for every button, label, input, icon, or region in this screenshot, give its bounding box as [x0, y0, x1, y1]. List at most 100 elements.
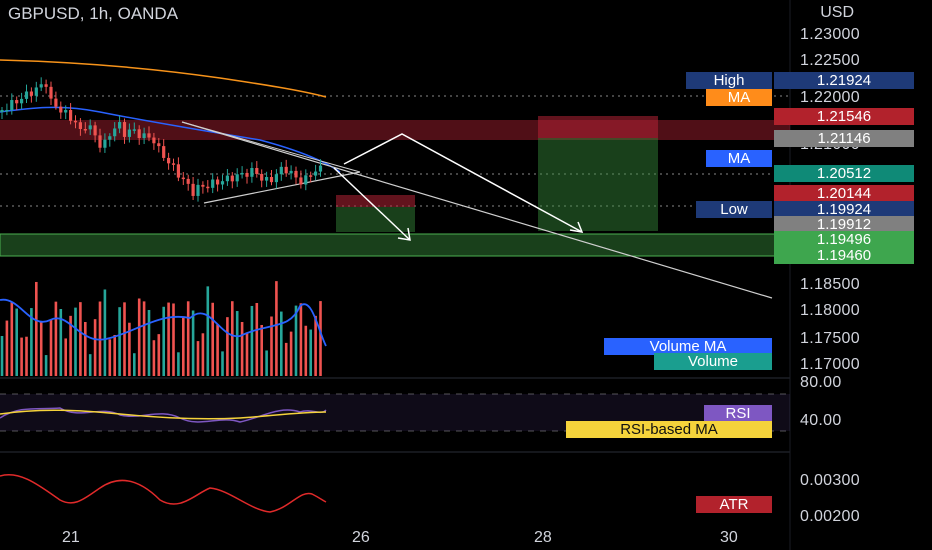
arrowhead	[569, 221, 584, 233]
candle-body	[127, 129, 131, 137]
candle-body	[39, 84, 43, 88]
projection-arrow-short	[333, 167, 411, 241]
volume-bar	[284, 342, 288, 376]
candle-body	[93, 125, 97, 136]
atr-line	[0, 474, 327, 513]
candle-body	[289, 170, 293, 174]
volume-bar	[309, 329, 312, 376]
volume-bar	[235, 311, 239, 376]
candle-body	[122, 122, 127, 137]
high-value-tag: 1.21924	[774, 72, 914, 89]
support-zone	[0, 233, 791, 257]
volume-bar	[250, 305, 254, 376]
candle-body	[103, 139, 107, 148]
price-tag-teal: 1.20512	[774, 165, 914, 182]
candle-body	[20, 98, 24, 104]
atr-tick: 0.00200	[800, 508, 860, 525]
candle-body	[83, 128, 87, 131]
volume-bar	[162, 306, 165, 376]
price-tag-green: 1.19496	[774, 231, 914, 248]
candle-body	[196, 184, 200, 196]
candle-body	[235, 174, 239, 182]
volume-bar	[319, 301, 322, 376]
short-stop-box	[336, 195, 415, 207]
volume-bar	[294, 305, 298, 376]
candle-body	[269, 176, 274, 183]
volume-bar	[226, 317, 229, 376]
low-label: Low	[696, 201, 772, 218]
rsi-label: RSI	[704, 405, 772, 422]
volume-bar	[186, 301, 190, 376]
price-tick: 1.22500	[800, 52, 860, 69]
candle-body	[309, 175, 313, 177]
triangle-edge	[181, 121, 361, 173]
volume-bar	[79, 302, 82, 376]
volume-bar	[64, 338, 67, 376]
volume-bar	[128, 322, 131, 376]
volume-bar	[157, 334, 161, 376]
volume-bar	[206, 286, 210, 376]
volume-bar	[113, 334, 116, 376]
volume-bar	[74, 307, 77, 376]
candle-body	[299, 177, 303, 185]
candle-body	[64, 110, 68, 113]
candle-body	[230, 175, 234, 182]
candle-body	[147, 133, 151, 138]
trendline-upper	[181, 121, 773, 299]
volume-bar	[221, 351, 224, 376]
volume-bar	[133, 353, 136, 376]
candle-body	[15, 100, 19, 104]
candle-body	[265, 176, 269, 181]
atr-label: ATR	[696, 496, 772, 513]
candle-body	[206, 186, 210, 189]
volume-bar	[69, 315, 72, 376]
symbol-title[interactable]: GBPUSD, 1h, OANDA	[8, 4, 179, 23]
volume-bar	[231, 301, 234, 376]
volume-bar	[275, 281, 278, 376]
volume-bar	[118, 307, 121, 376]
volume-bar	[314, 315, 317, 376]
candle-body	[113, 128, 117, 137]
moving-average-blue	[0, 106, 341, 173]
rsi-tick: 40.00	[800, 412, 842, 429]
volume-bar	[84, 322, 87, 376]
volume-bar	[240, 321, 244, 376]
volume-bar	[20, 337, 23, 376]
candle-body	[34, 87, 38, 96]
volume-bar	[182, 317, 185, 376]
candle-body	[88, 125, 92, 130]
volume-bar	[191, 310, 195, 376]
long-target-box	[538, 138, 658, 231]
candle-body	[216, 179, 220, 185]
candle-body	[5, 109, 9, 112]
candle-body	[220, 181, 225, 185]
volume-bar	[255, 303, 259, 376]
candle-body	[73, 120, 78, 123]
candle-body	[98, 135, 102, 148]
volume-bar	[260, 324, 263, 376]
volume-bar	[245, 332, 249, 376]
volume-bar	[216, 324, 219, 376]
volume-bar	[88, 354, 92, 376]
candle-body	[49, 86, 53, 99]
candle-body	[132, 129, 136, 131]
candle-body	[294, 170, 298, 178]
candle-body	[69, 110, 73, 121]
candle-body	[108, 136, 112, 140]
volume-bar	[123, 302, 126, 376]
volume-bar	[93, 319, 97, 376]
candle-body	[176, 164, 180, 178]
candle-body	[181, 177, 185, 180]
currency-label: USD	[820, 4, 854, 21]
volume-bar	[5, 320, 9, 376]
time-tick: 26	[352, 529, 370, 546]
price-tick: 1.22000	[800, 89, 860, 106]
candle-body	[78, 122, 82, 129]
candle-body	[171, 163, 176, 165]
candle-body	[314, 171, 318, 176]
volume-bar	[289, 331, 293, 376]
low-value-tag: 1.19924	[774, 201, 914, 218]
candle-body	[245, 172, 249, 177]
